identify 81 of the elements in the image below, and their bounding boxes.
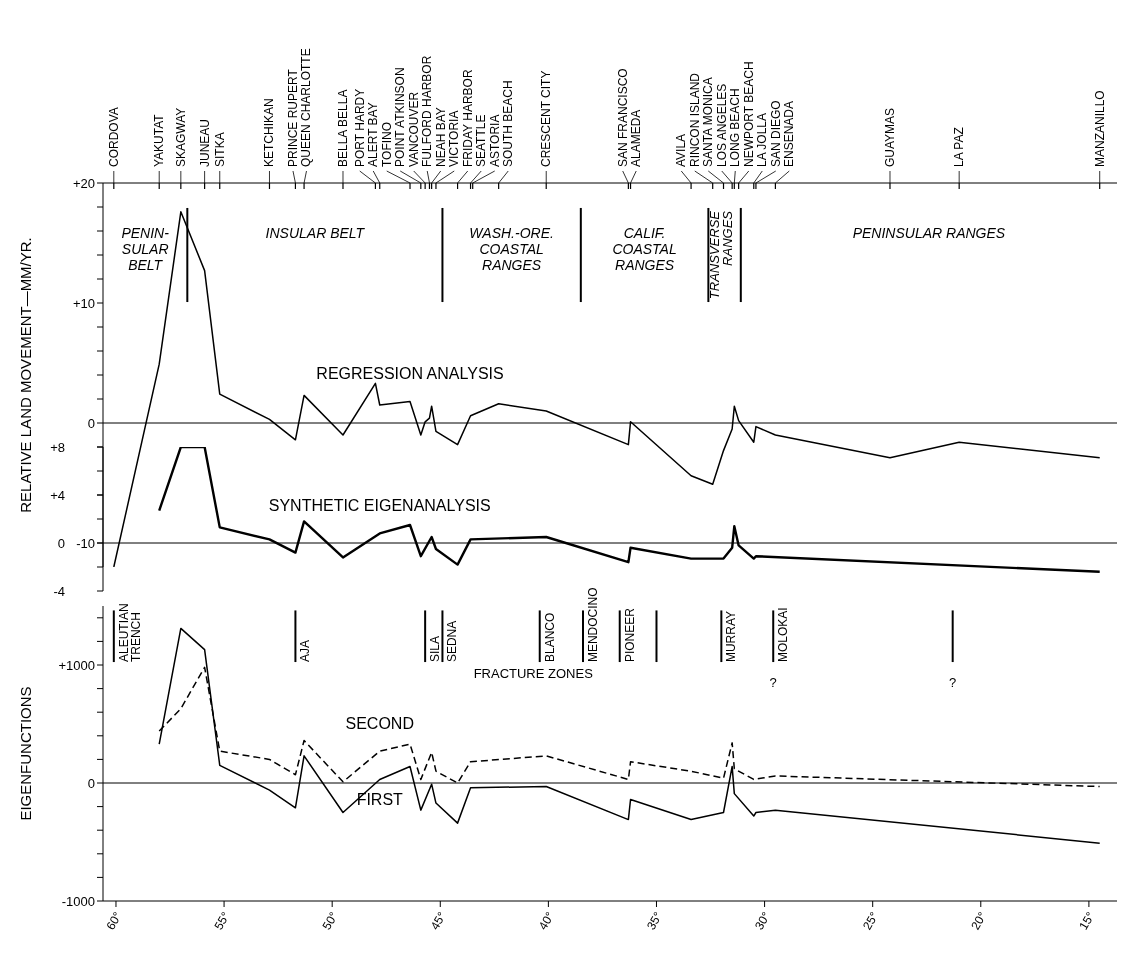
annotation: FRIDAY HARBOR xyxy=(460,69,475,167)
annotation: SANTA MONICA xyxy=(701,77,716,167)
annotation: ASTORIA xyxy=(487,114,502,167)
annotation: VICTORIA xyxy=(447,110,462,167)
annotation: PRINCE RUPERT xyxy=(286,68,300,167)
annotation: NEWPORT BEACH xyxy=(741,61,756,167)
y-tick-label: -10 xyxy=(76,535,95,551)
annotation: LOS ANGELES xyxy=(714,83,729,167)
y-tick-label: 0 xyxy=(57,535,65,551)
ref-line-label: MENDOCINO xyxy=(585,587,600,663)
annotation: FULFORD HARBOR xyxy=(420,55,435,167)
ref-line-label: BLANCO xyxy=(542,612,557,663)
annotation: PENINSULAR RANGES xyxy=(852,225,1006,241)
annotation: SITKA xyxy=(212,132,227,167)
annotation: LA PAZ xyxy=(952,127,967,167)
annotation: ? xyxy=(769,675,777,691)
annotation: JUNEAU xyxy=(197,118,212,167)
annotation: GUAYMAS xyxy=(882,107,897,167)
ref-line-label: SILA xyxy=(428,636,443,663)
ref-line-label: SEDNA xyxy=(445,620,460,663)
x-tick-label: 25° xyxy=(860,909,882,933)
y-axis-title: EIGENFUNCTIONS xyxy=(17,686,34,821)
annotation: LA JOLLA xyxy=(755,112,770,167)
y-tick-label: +4 xyxy=(50,487,65,503)
annotation: FRACTURE ZONES xyxy=(473,666,594,682)
x-tick-label: 15° xyxy=(1076,909,1098,933)
y-tick-label: +8 xyxy=(50,439,65,455)
annotation: YAKUTAT xyxy=(152,113,167,167)
annotation: SKAGWAY xyxy=(173,107,188,167)
ref-line-label: ALEUTIAN TRENCH xyxy=(116,603,144,663)
ref-line-label: AJA xyxy=(298,640,313,663)
y-tick-label: -4 xyxy=(53,583,65,599)
ref-line-label: MOLOKAI xyxy=(776,607,791,663)
annotation: PORT HARDY xyxy=(352,88,367,167)
y-tick-label: +20 xyxy=(72,175,95,191)
annotation: ALAMEDA xyxy=(629,109,644,167)
annotation: CORDOVA xyxy=(106,107,121,167)
annotation: NEAH BAY xyxy=(433,107,448,167)
annotation: WASH.-ORE. COASTAL RANGES xyxy=(469,225,554,274)
x-tick-label: 35° xyxy=(643,909,666,933)
y-axis-title: RELATIVE LAND MOVEMENT—MM/YR. xyxy=(17,237,34,513)
annotation: ? xyxy=(949,675,957,691)
annotation: SAN DIEGO xyxy=(768,100,783,167)
annotation: SAN FRANCISCO xyxy=(615,68,630,167)
annotation: QUEEN CHARLOTTE xyxy=(299,48,314,167)
x-tick-label: 50° xyxy=(319,909,341,933)
y-tick-label: -1000 xyxy=(61,893,95,909)
annotation: CRESCENT CITY xyxy=(539,70,554,167)
annotation: ALERT BAY xyxy=(366,102,381,167)
annotation: ENSENADA xyxy=(782,100,797,167)
annotation: PENIN- SULAR BELT xyxy=(121,225,170,274)
annotation: LONG BEACH xyxy=(728,88,743,167)
annotation: RINCON ISLAND xyxy=(687,72,702,167)
annotation: VANCOUVER xyxy=(406,91,421,167)
x-tick-label: 55° xyxy=(211,909,233,933)
x-tick-label: 20° xyxy=(968,909,990,933)
annotation: TOFINO xyxy=(379,121,394,167)
y-tick-label: 0 xyxy=(87,415,95,431)
annotation: MANZANILLO xyxy=(1092,90,1107,167)
ref-line-label: MURRAY xyxy=(724,610,739,663)
annotation: CALIF. COASTAL RANGES xyxy=(612,225,677,274)
annotation: INSULAR BELT xyxy=(265,225,366,241)
annotation: SOUTH BEACH xyxy=(501,80,516,167)
y-tick-label: 0 xyxy=(87,775,95,791)
y-tick-label: +10 xyxy=(72,295,95,311)
annotation: KETCHIKAN xyxy=(262,98,277,167)
x-tick-label: 30° xyxy=(751,909,774,933)
x-tick-label: 45° xyxy=(427,909,449,933)
annotation: TRANSVERSE RANGES xyxy=(706,210,736,300)
annotation: AVILA xyxy=(674,133,689,167)
x-tick-label: 60° xyxy=(103,909,125,933)
y-tick-label: +1000 xyxy=(58,657,95,673)
annotation: BELLA BELLA xyxy=(335,89,350,167)
x-tick-label: 40° xyxy=(535,909,558,933)
ref-line-label: PIONEER xyxy=(622,607,637,663)
annotation: SEATTLE xyxy=(474,114,489,167)
series-label: SECOND xyxy=(345,715,414,733)
series-label: SYNTHETIC EIGENANALYSIS xyxy=(268,497,491,515)
series-label: FIRST xyxy=(356,791,404,809)
annotation: POINT ATKINSON xyxy=(393,67,408,167)
series-label: REGRESSION ANALYSIS xyxy=(316,365,504,383)
